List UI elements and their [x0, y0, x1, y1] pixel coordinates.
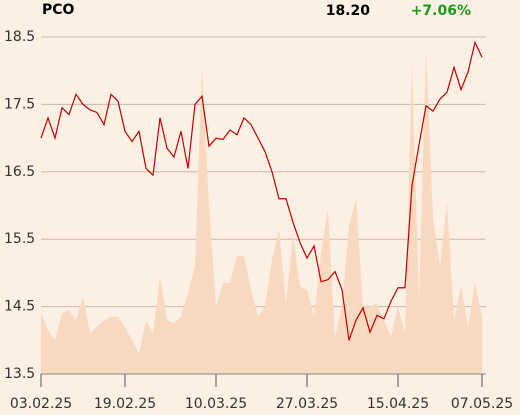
y-tick-label: 14.5	[4, 299, 35, 315]
price-line	[40, 40, 483, 341]
y-tick-label: 15.5	[4, 231, 35, 247]
y-tick-label: 18.5	[4, 29, 35, 45]
y-tick-label: 16.5	[4, 164, 35, 180]
x-tick-label: 15.04.25	[367, 396, 429, 412]
x-tick-label: 27.03.25	[276, 396, 338, 412]
x-tick-label: 19.02.25	[94, 396, 156, 412]
x-tick-label: 07.05.25	[451, 396, 513, 412]
x-tick-label: 10.03.25	[185, 396, 247, 412]
ticker: PCO	[42, 2, 75, 18]
volume-area	[41, 50, 482, 374]
price: 18.20	[326, 3, 371, 19]
x-tick-label: 03.02.25	[10, 396, 72, 412]
change: +7.06%	[411, 3, 471, 19]
y-tick-label: 17.5	[4, 96, 35, 112]
y-tick-label: 13.5	[4, 366, 35, 382]
